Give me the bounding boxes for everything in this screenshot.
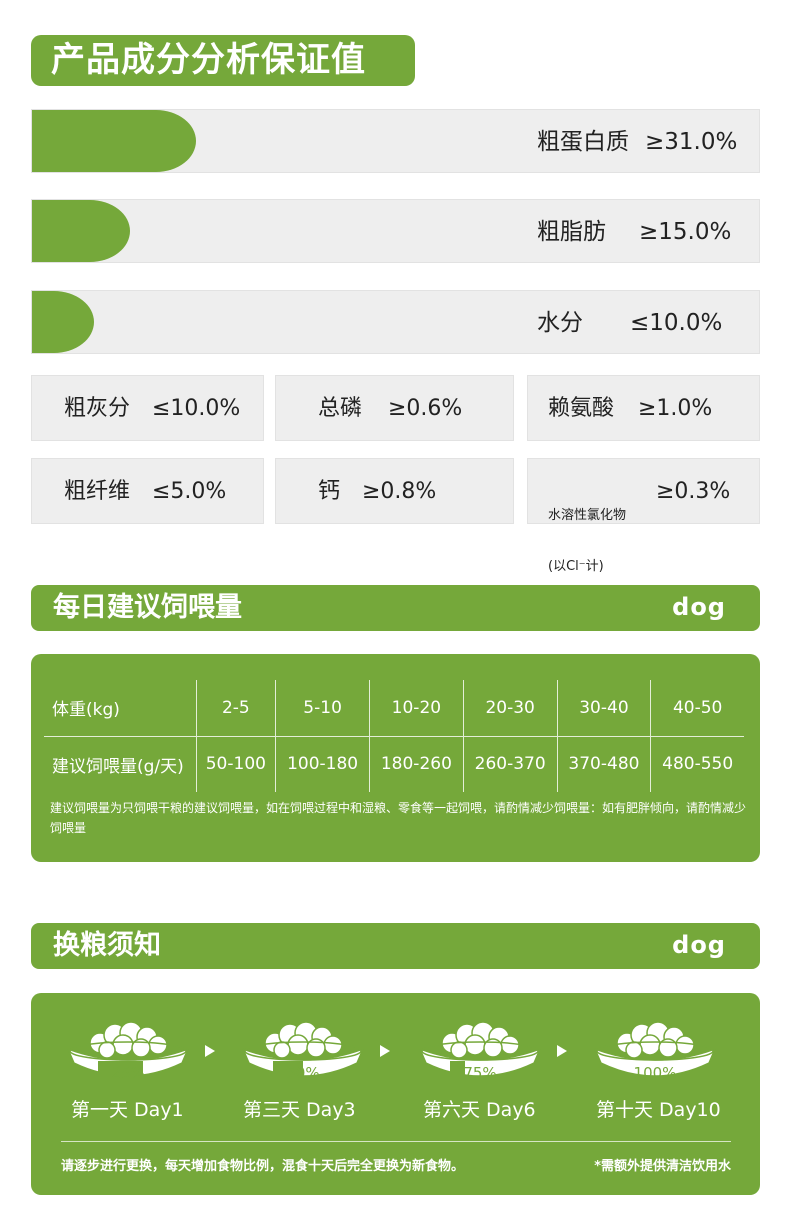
moisture-bar: 水分 ≤10.0% xyxy=(31,290,760,354)
arrow-right-icon xyxy=(205,1045,215,1057)
fat-label: 粗脂肪 xyxy=(537,219,606,245)
bowl-fill-remainder xyxy=(450,1061,465,1083)
feeding-tag: dog xyxy=(672,593,726,621)
table-row: 体重(kg) 2-5 5-10 10-20 20-30 30-40 40-50 xyxy=(44,680,744,737)
protein-bar: 粗蛋白质 ≥31.0% xyxy=(31,109,760,173)
lysine-cell: 赖氨酸 ≥1.0% xyxy=(527,375,760,441)
divider xyxy=(61,1141,731,1142)
table-cell: 20-30 xyxy=(462,680,558,737)
feeding-heading: 每日建议饲喂量 xyxy=(53,592,242,623)
phosphorus-cell: 总磷 ≥0.6% xyxy=(275,375,514,441)
bowl-fill-remainder xyxy=(98,1061,143,1083)
table-cell: 5-10 xyxy=(275,680,370,737)
calcium-cell: 钙 ≥0.8% xyxy=(275,458,514,524)
bowl-percent: 50% xyxy=(286,1064,319,1082)
calcium-value: ≥0.8% xyxy=(362,479,437,504)
lysine-value: ≥1.0% xyxy=(638,396,713,421)
arrow-right-icon xyxy=(380,1045,390,1057)
transition-tag: dog xyxy=(672,931,726,959)
bowl-percent: 75% xyxy=(463,1064,496,1082)
transition-panel: 25% 第一天 Day1 50% 第三天 Day3 75% 第六天 Day6 100% 第十天… xyxy=(31,993,760,1195)
table-cell: 2-5 xyxy=(195,680,276,737)
table-cell: 10-20 xyxy=(368,680,464,737)
fiber-cell: 粗纤维 ≤5.0% xyxy=(31,458,264,524)
table-cell: 260-370 xyxy=(462,736,558,792)
fat-bar: 粗脂肪 ≥15.0% xyxy=(31,199,760,263)
chloride-value: ≥0.3% xyxy=(656,479,731,504)
bowl-percent: 25% xyxy=(111,1064,144,1082)
food-bowl-icon: 100% xyxy=(593,1021,717,1082)
food-bowl-icon: 25% xyxy=(66,1021,190,1083)
food-bowl-icon: 50% xyxy=(241,1021,365,1083)
phosphorus-label: 总磷 xyxy=(318,396,363,421)
table-cell: 370-480 xyxy=(556,736,651,792)
table-cell: 480-550 xyxy=(650,736,744,792)
feeding-header: 每日建议饲喂量 dog xyxy=(31,585,760,631)
arrow-right-icon xyxy=(557,1045,567,1057)
moisture-value: ≤10.0% xyxy=(630,310,723,336)
transition-footer-left: 请逐步进行更换，每天增加食物比例，混食十天后完全更换为新食物。 xyxy=(61,1159,465,1174)
amount-header: 建议饲喂量(g/天) xyxy=(52,756,184,777)
table-cell: 180-260 xyxy=(368,736,464,792)
day-label: 第一天 Day1 xyxy=(71,1099,184,1121)
bowl-fill-remainder xyxy=(273,1061,303,1083)
fat-value: ≥15.0% xyxy=(639,219,732,245)
protein-bar-fill xyxy=(32,110,196,172)
feeding-table: 体重(kg) 2-5 5-10 10-20 20-30 30-40 40-50 … xyxy=(44,680,744,792)
protein-value: ≥31.0% xyxy=(645,129,738,155)
day-label: 第六天 Day6 xyxy=(423,1099,536,1121)
calcium-label: 钙 xyxy=(318,479,341,504)
table-cell: 100-180 xyxy=(275,736,370,792)
table-cell: 30-40 xyxy=(556,680,651,737)
ash-value: ≤10.0% xyxy=(152,396,241,421)
table-row: 建议饲喂量(g/天) 50-100 100-180 180-260 260-37… xyxy=(44,736,744,792)
ash-cell: 粗灰分 ≤10.0% xyxy=(31,375,264,441)
page-title: 产品成分分析保证值 xyxy=(31,35,415,86)
transition-footer-right: *需额外提供清洁饮用水 xyxy=(594,1159,731,1174)
table-cell: 50-100 xyxy=(195,736,276,792)
moisture-label: 水分 xyxy=(537,310,583,336)
feeding-note: 建议饲喂量为只饲喂干粮的建议饲喂量，如在饲喂过程中和湿粮、零食等一起饲喂，请酌情… xyxy=(50,801,747,835)
phosphorus-value: ≥0.6% xyxy=(388,396,463,421)
ash-label: 粗灰分 xyxy=(64,396,131,421)
chloride-label: 水溶性氯化物 (以Cl⁻计) xyxy=(548,508,627,574)
day-label: 第十天 Day10 xyxy=(596,1099,721,1121)
chloride-cell: 水溶性氯化物 (以Cl⁻计) ≥0.3% xyxy=(527,458,760,574)
transition-heading: 换粮须知 xyxy=(53,930,161,961)
fat-bar-fill xyxy=(32,200,131,262)
bowl-percent: 100% xyxy=(634,1064,677,1082)
fiber-value: ≤5.0% xyxy=(152,479,227,504)
protein-label: 粗蛋白质 xyxy=(537,129,629,155)
weight-header: 体重(kg) xyxy=(44,680,196,737)
table-cell: 40-50 xyxy=(650,680,744,737)
fiber-label: 粗纤维 xyxy=(64,479,131,504)
food-bowl-icon: 75% xyxy=(418,1021,542,1083)
feeding-panel: 体重(kg) 2-5 5-10 10-20 20-30 30-40 40-50 … xyxy=(31,654,760,862)
moisture-bar-fill xyxy=(32,291,94,353)
transition-header: 换粮须知 dog xyxy=(31,923,760,969)
lysine-label: 赖氨酸 xyxy=(548,396,615,421)
day-label: 第三天 Day3 xyxy=(243,1099,356,1121)
